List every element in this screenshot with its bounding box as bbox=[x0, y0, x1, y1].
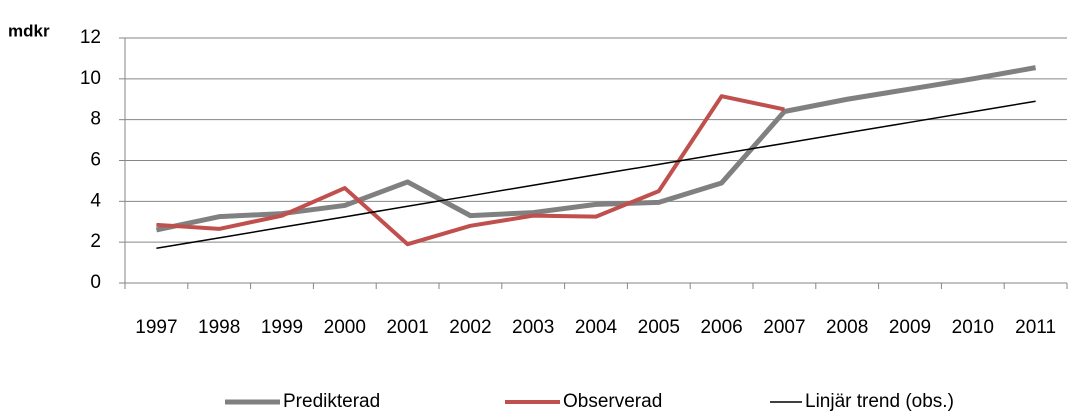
y-tick-label: 0 bbox=[90, 272, 101, 293]
x-tick-label: 2001 bbox=[386, 317, 428, 338]
x-tick-label: 2002 bbox=[449, 317, 491, 338]
legend-label: Observerad bbox=[563, 391, 662, 412]
x-tick-label: 2009 bbox=[889, 317, 931, 338]
x-tick-label: 2000 bbox=[324, 317, 366, 338]
x-tick-label: 2008 bbox=[826, 317, 868, 338]
x-tick-label: 2010 bbox=[952, 317, 994, 338]
y-tick-label: 8 bbox=[90, 109, 101, 130]
x-tick-label: 2005 bbox=[638, 317, 680, 338]
y-tick-label: 12 bbox=[80, 27, 101, 48]
x-tick-label: 1998 bbox=[198, 317, 240, 338]
y-axis-label: mdkr bbox=[8, 21, 50, 40]
x-tick-label: 2006 bbox=[700, 317, 742, 338]
y-tick-label: 6 bbox=[90, 150, 101, 171]
legend-label: Linjär trend (obs.) bbox=[805, 391, 954, 412]
x-tick-label: 2003 bbox=[512, 317, 554, 338]
series-line bbox=[155, 65, 1037, 233]
legend-label: Predikterad bbox=[283, 391, 380, 412]
y-tick-label: 2 bbox=[90, 231, 101, 252]
x-tick-label: 2007 bbox=[763, 317, 805, 338]
series-line bbox=[156, 94, 785, 247]
x-tick-label: 1999 bbox=[261, 317, 303, 338]
x-tick-label: 2011 bbox=[1015, 317, 1056, 338]
x-tick-label: 1997 bbox=[135, 317, 177, 338]
series-line bbox=[156, 100, 1036, 250]
y-tick-label: 10 bbox=[80, 68, 101, 89]
x-tick-label: 2004 bbox=[575, 317, 618, 338]
y-tick-label: 4 bbox=[90, 190, 101, 211]
